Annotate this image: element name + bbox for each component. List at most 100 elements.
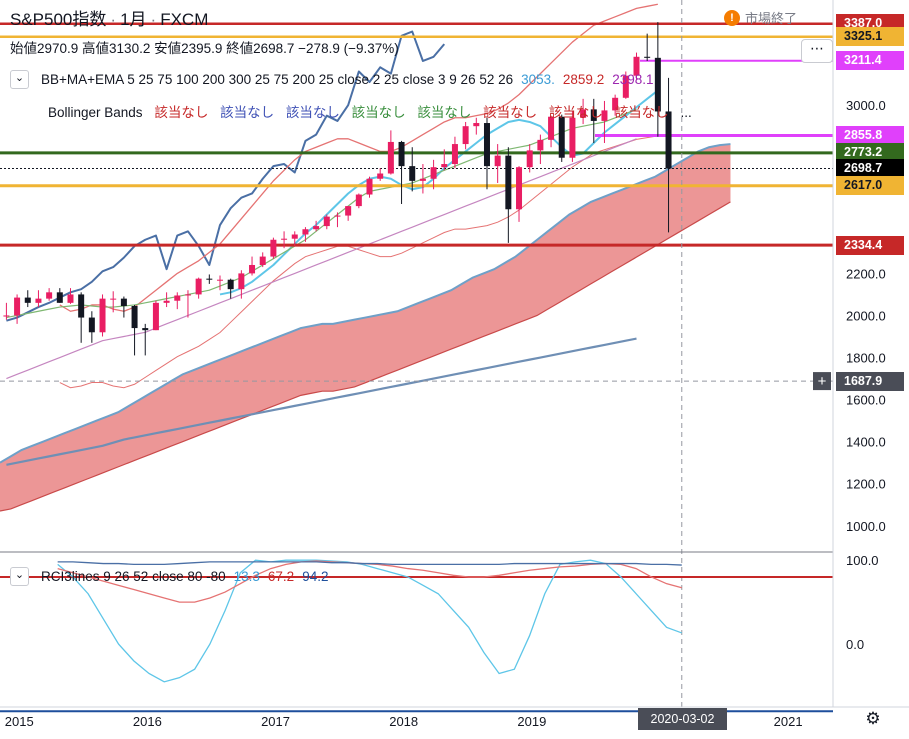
candle-body [590,109,597,121]
ma-value: 2859.2 [562,72,605,87]
indicator-legend-rci[interactable]: ⌄ RCI3lines 9 26 52 close 80 -80 13.3 67… [10,567,328,586]
candle-body [313,226,320,230]
candle-body [462,126,469,145]
x-tick-label: 2019 [517,714,546,729]
bb-value: 該当なし [285,105,340,120]
more-options-button[interactable]: ⋯ [801,39,833,63]
candle-body [291,234,298,239]
horizontal-levels: + [0,0,833,707]
candle-body [494,155,501,167]
price-axis-label: 3211.4 [836,51,904,71]
y-tick-label: 1800.0 [846,351,886,366]
crosshair-plus-button [813,372,831,391]
candle-body [516,167,523,210]
indicator-line [6,337,637,466]
crosshair-date-label: 2020-03-02 [638,708,727,730]
candle-body [24,297,31,303]
bb-value: 該当なし [417,105,472,120]
price-axis-label: 2617.0 [836,176,904,196]
candle-body [238,273,245,290]
bb-value: 該当なし [351,105,406,120]
indicator-legend-bb[interactable]: Bollinger Bands 該当なし 該当なし 該当なし 該当なし 該当なし… [48,101,692,121]
bb-more: ... [680,105,692,120]
candle-body [227,279,234,290]
candle-body [548,116,555,140]
candle-body [419,178,426,181]
candle-body [398,141,405,167]
ma-value: 2398.1 [612,72,654,87]
rci-indicator-label: RCI3lines 9 26 52 close 80 -80 [41,569,226,584]
rci-value: 67.2 [267,569,295,584]
candle-body [120,298,127,306]
candle-body [355,194,362,207]
candle-body [302,229,309,235]
bb-indicator-label: Bollinger Bands [48,105,143,120]
candle-body [580,109,587,118]
market-status[interactable]: ! 市場終了 [724,8,797,27]
candle-body [483,123,490,167]
chevron-down-icon[interactable]: ⌄ [10,70,29,89]
price-axis-label: 2855.8 [836,125,904,145]
candle-body [665,111,672,169]
ma-indicator-label: BB+MA+EMA 5 25 75 100 200 300 25 75 200 … [41,72,514,87]
candle-body [473,123,480,127]
indicator-legend-ma[interactable]: ⌄ BB+MA+EMA 5 25 75 100 200 300 25 75 20… [10,70,654,89]
candle-body [345,206,352,216]
y-tick-label: 3000.0 [846,98,886,113]
chevron-down-icon[interactable]: ⌄ [10,567,29,586]
rci-value: 94.2 [302,569,329,584]
gear-icon[interactable]: ⚙ [865,709,881,728]
candle-body [537,139,544,151]
candle-body [451,144,458,165]
cloud-area [0,144,731,512]
candle-body [409,166,416,181]
candle-body [366,178,373,195]
candle-body [110,298,117,300]
data-source: FXCM [160,10,209,29]
x-tick-label: 2017 [261,714,290,729]
y-tick-label: 1200.0 [846,477,886,492]
candle-body [184,294,191,296]
candle-body [430,167,437,179]
candle-body [3,315,10,317]
candle-body [46,292,53,299]
alert-icon: ! [724,9,740,26]
interval[interactable]: 1月 [120,10,147,29]
candle-body [334,215,341,217]
candle-body [88,317,95,333]
cloud-span-b [0,201,731,512]
y-tick-label: 2200.0 [846,266,886,281]
candle-body [163,300,170,303]
bb-value: 該当なし [220,105,275,120]
candle-body [56,292,63,303]
candle-body [142,328,149,331]
x-tick-label: 2021 [774,714,803,729]
candle-body [654,57,661,112]
rci-line [57,559,683,683]
x-tick-label: 2015 [5,714,34,729]
candle-body [270,239,277,257]
candle-body [644,56,651,58]
y-tick-label: 1000.0 [846,519,886,534]
candle-body [35,298,42,303]
candle-body [259,256,266,265]
candle-body [206,278,213,280]
candle-body [14,297,21,316]
candle-body [622,75,629,98]
ohlc-readout: 始値2970.9 高値3130.2 安値2395.9 終値2698.7 −278… [10,41,399,56]
candle-body [131,305,138,329]
candle-body [216,279,223,281]
bb-value: 該当なし [154,105,209,120]
bb-value: 該当なし [483,105,538,120]
bb-value: 該当なし [614,105,669,120]
candle-body [174,295,181,301]
candle-body [633,56,640,76]
candle-body [601,110,608,121]
ma-value: 3053. [521,72,555,87]
indicator-line [6,30,446,322]
indicator-line [6,138,637,380]
candle-body [152,302,159,331]
price-axis-label: 2698.7 [836,159,904,179]
y-tick-label: 1600.0 [846,393,886,408]
